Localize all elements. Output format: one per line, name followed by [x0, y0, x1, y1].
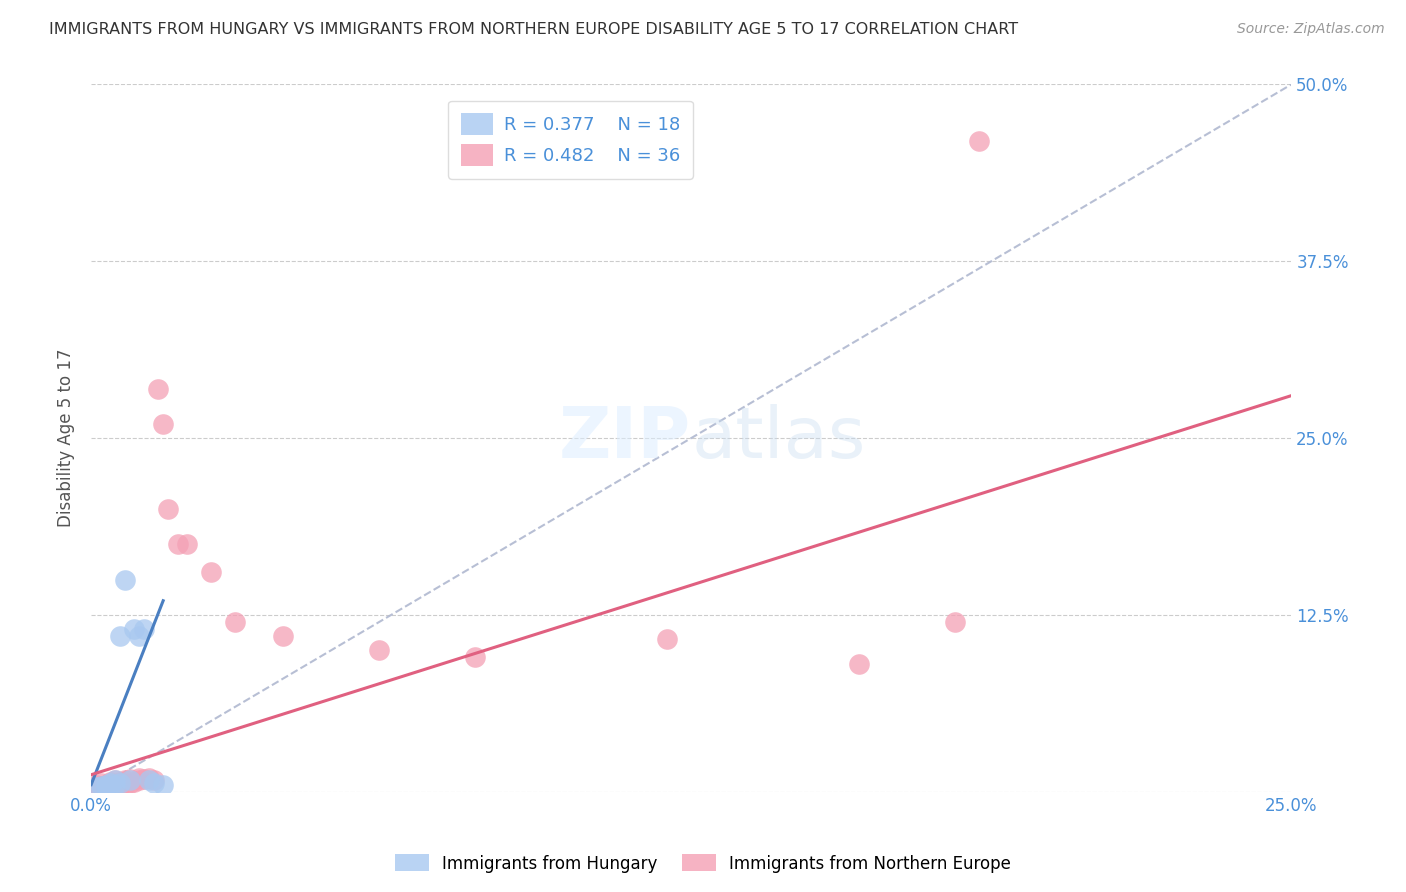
Point: [138, 773, 160, 788]
Text: IMMIGRANTS FROM HUNGARY VS IMMIGRANTS FROM NORTHERN EUROPE DISABILITY AGE 5 TO 1: IMMIGRANTS FROM HUNGARY VS IMMIGRANTS FR…: [49, 22, 1018, 37]
Point: [98, 779, 121, 793]
Point: [108, 776, 131, 790]
Point: [90, 779, 112, 793]
Point: [94, 780, 117, 795]
Point: [118, 772, 141, 786]
Point: [142, 776, 165, 790]
Legend: Immigrants from Hungary, Immigrants from Northern Europe: Immigrants from Hungary, Immigrants from…: [388, 847, 1018, 880]
Point: [108, 774, 131, 789]
Point: [114, 778, 136, 792]
Point: [84, 780, 107, 795]
Point: [98, 776, 121, 790]
Point: [142, 773, 165, 788]
Point: [148, 382, 170, 396]
Point: [138, 771, 160, 785]
Point: [118, 776, 141, 790]
Y-axis label: Disability Age 5 to 17: Disability Age 5 to 17: [58, 349, 75, 527]
Point: [152, 778, 174, 792]
Point: [166, 537, 188, 551]
Point: [200, 566, 222, 580]
Legend: R = 0.377    N = 18, R = 0.482    N = 36: R = 0.377 N = 18, R = 0.482 N = 36: [449, 101, 693, 179]
Point: [104, 778, 127, 792]
Point: [128, 629, 150, 643]
Point: [464, 650, 486, 665]
Point: [84, 780, 107, 795]
Point: [128, 773, 150, 788]
Point: [224, 615, 246, 629]
Point: [104, 778, 127, 792]
Point: [94, 780, 117, 795]
Point: [94, 778, 117, 792]
Point: [118, 773, 141, 788]
Point: [657, 632, 679, 646]
Text: Source: ZipAtlas.com: Source: ZipAtlas.com: [1237, 22, 1385, 37]
Text: atlas: atlas: [692, 403, 866, 473]
Point: [90, 779, 112, 793]
Point: [108, 779, 131, 793]
Text: ZIP: ZIP: [560, 403, 692, 473]
Point: [108, 629, 131, 643]
Point: [128, 771, 150, 785]
Point: [98, 774, 121, 789]
Point: [98, 779, 121, 793]
Point: [368, 643, 391, 657]
Point: [969, 134, 991, 148]
Point: [124, 774, 146, 789]
Point: [114, 573, 136, 587]
Point: [271, 629, 294, 643]
Point: [124, 622, 146, 636]
Point: [176, 537, 198, 551]
Point: [848, 657, 870, 672]
Point: [943, 615, 966, 629]
Point: [132, 622, 155, 636]
Point: [114, 773, 136, 788]
Point: [132, 772, 155, 786]
Point: [94, 778, 117, 792]
Point: [84, 778, 107, 792]
Point: [104, 773, 127, 788]
Point: [104, 773, 127, 788]
Point: [152, 417, 174, 431]
Point: [90, 776, 112, 790]
Point: [156, 501, 179, 516]
